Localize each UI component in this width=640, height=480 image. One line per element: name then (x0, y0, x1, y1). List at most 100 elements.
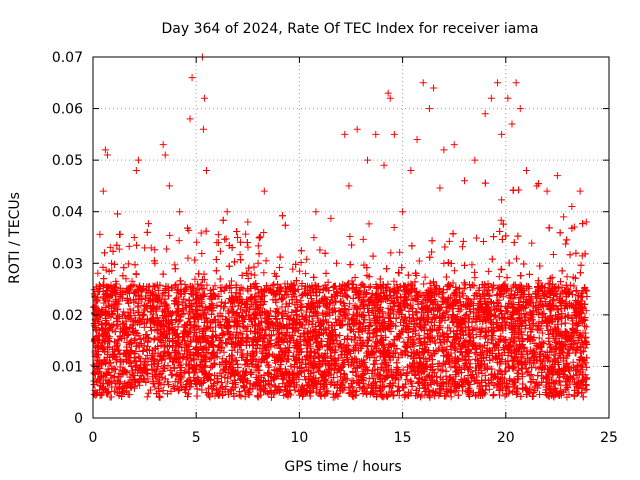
data-point (134, 299, 142, 307)
data-point (447, 393, 455, 401)
data-point (94, 269, 102, 277)
data-point (514, 333, 522, 341)
data-point (143, 393, 151, 401)
data-point (305, 360, 313, 368)
data-point (336, 340, 344, 348)
data-point (264, 369, 272, 377)
data-point (495, 273, 503, 281)
data-point (295, 391, 303, 399)
data-point (171, 378, 179, 386)
data-point (172, 372, 180, 380)
data-point (528, 239, 536, 247)
data-point (303, 342, 311, 350)
data-point (167, 371, 175, 379)
data-point (535, 334, 543, 342)
data-point (421, 273, 429, 281)
data-point (509, 388, 517, 396)
data-point (241, 393, 249, 401)
data-point (303, 255, 311, 263)
data-point (197, 343, 205, 351)
data-point (366, 282, 374, 290)
data-point (342, 345, 350, 353)
data-point (436, 374, 444, 382)
data-point (270, 366, 278, 374)
data-point (436, 184, 444, 192)
data-point (107, 313, 115, 321)
data-point (163, 245, 171, 253)
data-point (218, 313, 226, 321)
data-point (473, 234, 481, 242)
data-point (222, 235, 230, 243)
data-point (332, 315, 340, 323)
data-point (147, 244, 155, 252)
data-point (538, 329, 546, 337)
data-point (131, 312, 139, 320)
data-point (260, 228, 268, 236)
data-point (220, 348, 228, 356)
data-points (90, 53, 591, 401)
data-point (251, 271, 259, 279)
data-point (191, 275, 199, 283)
data-point (132, 357, 140, 365)
data-point (549, 250, 557, 258)
data-point (446, 327, 454, 335)
data-point (497, 216, 505, 224)
data-point (484, 287, 492, 295)
data-point (449, 319, 457, 327)
data-point (221, 235, 229, 243)
data-point (563, 273, 571, 281)
data-point (202, 314, 210, 322)
data-point (390, 277, 398, 285)
data-point (197, 229, 205, 237)
data-point (359, 235, 367, 243)
data-point (122, 317, 130, 325)
data-point (527, 370, 535, 378)
data-point (346, 300, 354, 308)
data-point (214, 231, 222, 239)
data-point (124, 260, 132, 268)
data-point (217, 372, 225, 380)
data-point (151, 383, 159, 391)
data-point (451, 346, 459, 354)
data-point (390, 224, 398, 232)
data-point (449, 310, 457, 318)
data-point (198, 249, 206, 257)
data-point (417, 393, 425, 401)
data-point (125, 242, 133, 250)
data-point (296, 267, 304, 275)
data-point (92, 344, 100, 352)
data-point (393, 281, 401, 289)
data-point (468, 261, 476, 269)
data-point (166, 231, 174, 239)
data-point (217, 288, 225, 296)
data-point (440, 259, 448, 267)
data-point (262, 257, 270, 265)
data-point (475, 369, 483, 377)
data-point (459, 237, 467, 245)
data-point (562, 240, 570, 248)
data-point (108, 267, 116, 275)
data-point (345, 390, 353, 398)
data-point (365, 220, 373, 228)
data-point (458, 243, 466, 251)
data-point (175, 237, 183, 245)
data-point (297, 297, 305, 305)
data-point (560, 371, 568, 379)
data-point (348, 376, 356, 384)
data-point (324, 278, 332, 286)
data-point (370, 343, 378, 351)
data-point (521, 325, 529, 333)
data-point (499, 386, 507, 394)
data-point (582, 323, 590, 331)
data-point (339, 347, 347, 355)
data-point (396, 370, 404, 378)
data-point (101, 360, 109, 368)
data-point (485, 267, 493, 275)
data-point (111, 366, 119, 374)
data-point (445, 324, 453, 332)
data-point (216, 247, 224, 255)
data-point (451, 267, 459, 275)
data-point (120, 308, 128, 316)
